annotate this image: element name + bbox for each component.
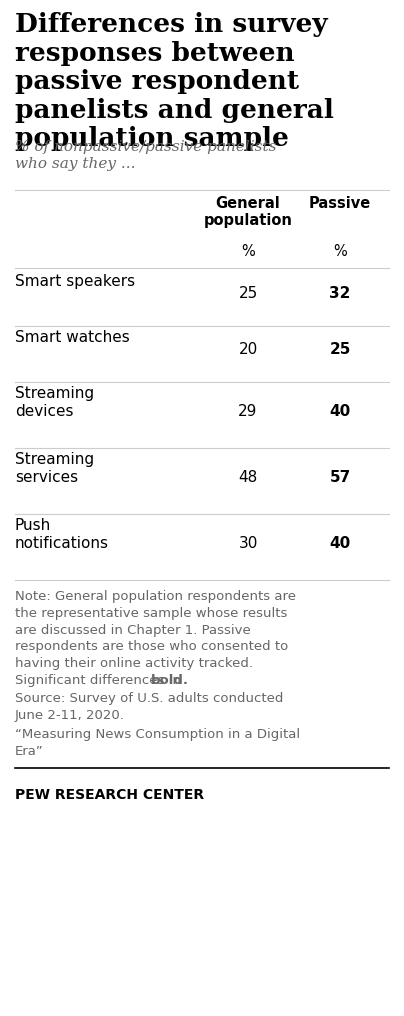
Text: %: % xyxy=(333,244,347,259)
Text: Push
notifications: Push notifications xyxy=(15,518,109,551)
Text: %: % xyxy=(241,244,255,259)
Text: Streaming
services: Streaming services xyxy=(15,452,94,485)
Text: Source: Survey of U.S. adults conducted
June 2-11, 2020.: Source: Survey of U.S. adults conducted … xyxy=(15,692,283,721)
Text: Passive: Passive xyxy=(309,196,371,211)
Text: Streaming
devices: Streaming devices xyxy=(15,386,94,419)
Text: 25: 25 xyxy=(329,342,351,358)
Text: General
population: General population xyxy=(204,196,292,229)
Text: bold.: bold. xyxy=(152,674,189,687)
Text: 32: 32 xyxy=(329,287,351,302)
Text: Note: General population respondents are
the representative sample whose results: Note: General population respondents are… xyxy=(15,590,296,671)
Text: PEW RESEARCH CENTER: PEW RESEARCH CENTER xyxy=(15,788,204,802)
Text: % of nonpassive/passive panelists
who say they ...: % of nonpassive/passive panelists who sa… xyxy=(15,140,276,172)
Text: Significant differences in: Significant differences in xyxy=(15,674,185,687)
Text: Differences in survey
responses between
passive respondent
panelists and general: Differences in survey responses between … xyxy=(15,12,334,151)
Text: 57: 57 xyxy=(329,469,351,485)
Text: Smart speakers: Smart speakers xyxy=(15,274,135,289)
Text: “Measuring News Consumption in a Digital
Era”: “Measuring News Consumption in a Digital… xyxy=(15,728,300,758)
Text: Smart watches: Smart watches xyxy=(15,330,130,345)
Text: 29: 29 xyxy=(238,403,258,419)
Text: 20: 20 xyxy=(238,342,258,358)
Text: 40: 40 xyxy=(329,403,351,419)
Text: 30: 30 xyxy=(238,535,258,551)
Text: 48: 48 xyxy=(238,469,258,485)
Text: 25: 25 xyxy=(238,287,258,302)
Text: 40: 40 xyxy=(329,535,351,551)
